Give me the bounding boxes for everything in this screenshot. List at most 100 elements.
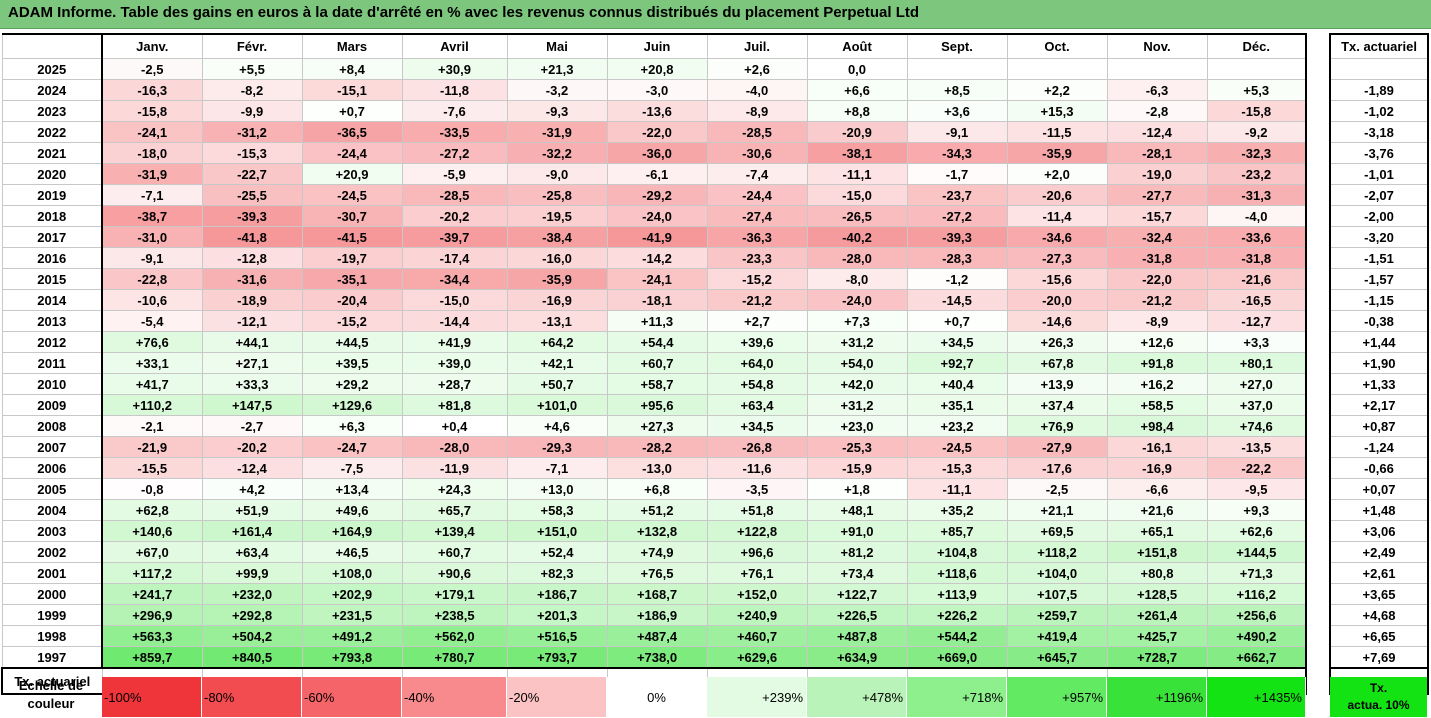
gain-cell: +35,1 bbox=[906, 394, 1008, 416]
gain-cell: -35,9 bbox=[506, 268, 608, 290]
gain-cell: -11,1 bbox=[906, 478, 1008, 500]
color-scale: -100% -80% -60% -40% -20% 0% +239% +478% +718% +9… bbox=[102, 677, 1306, 717]
actuarial-rate-cell: -2,00 bbox=[1329, 205, 1429, 227]
actuarial-rate-cell: +2,49 bbox=[1329, 541, 1429, 563]
year-cell: 1999 bbox=[1, 604, 103, 626]
gain-cell: +54,8 bbox=[706, 373, 808, 395]
gain-cell: +118,6 bbox=[906, 562, 1008, 584]
gains-table: Janv. Févr. Mars Avril Mai Juin Juil. Août Sept.… bbox=[1, 33, 1307, 695]
year-cell: 2016 bbox=[1, 247, 103, 269]
gain-cell: -6,1 bbox=[606, 163, 708, 185]
gain-cell: -16,9 bbox=[506, 289, 608, 311]
table-row: 1998 +563,3 +504,2 +491,2 +562,0 +516,5 +487,4… bbox=[1, 625, 1307, 647]
gain-cell: +122,8 bbox=[706, 520, 808, 542]
year-cell: 2007 bbox=[1, 436, 103, 458]
actuarial-row: +3,65 bbox=[1329, 583, 1429, 605]
gain-cell: +144,5 bbox=[1206, 541, 1307, 563]
color-scale-step: +239% bbox=[707, 677, 807, 717]
gain-cell: -41,5 bbox=[301, 226, 403, 248]
actuarial-header: Tx. actuariel bbox=[1329, 33, 1429, 59]
gain-cell: +23,2 bbox=[906, 415, 1008, 437]
actuarial-rate-cell: +0,87 bbox=[1329, 415, 1429, 437]
gain-cell: -13,5 bbox=[1206, 436, 1307, 458]
gain-cell: -9,0 bbox=[506, 163, 608, 185]
color-scale-step: -60% bbox=[302, 677, 402, 717]
gain-cell: +563,3 bbox=[101, 625, 203, 647]
actuarial-row: +2,17 bbox=[1329, 394, 1429, 416]
actuarial-row bbox=[1329, 58, 1429, 80]
gain-cell: -9,5 bbox=[1206, 478, 1307, 500]
gain-cell: -18,0 bbox=[101, 142, 203, 164]
gain-cell: +296,9 bbox=[101, 604, 203, 626]
gain-cell: -3,2 bbox=[506, 79, 608, 101]
gain-cell: +4,6 bbox=[506, 415, 608, 437]
gain-cell: -24,5 bbox=[301, 184, 403, 206]
month-header: Janv. bbox=[101, 33, 203, 59]
gain-cell: -19,5 bbox=[506, 205, 608, 227]
gain-cell: -7,6 bbox=[401, 100, 508, 122]
gain-cell: -9,3 bbox=[506, 100, 608, 122]
gain-cell: +69,5 bbox=[1006, 520, 1108, 542]
year-cell: 2000 bbox=[1, 583, 103, 605]
actuarial-rate-cell: -1,89 bbox=[1329, 79, 1429, 101]
gain-cell: +76,5 bbox=[606, 562, 708, 584]
gain-cell: -22,2 bbox=[1206, 457, 1307, 479]
gain-cell: -20,9 bbox=[806, 121, 908, 143]
actuarial-rate-cell: +3,06 bbox=[1329, 520, 1429, 542]
gain-cell: -13,1 bbox=[506, 310, 608, 332]
footer-label: Tx. actuariel bbox=[1, 667, 103, 695]
gain-cell: +104,0 bbox=[1006, 562, 1108, 584]
gain-cell: -35,1 bbox=[301, 268, 403, 290]
gain-cell: -33,6 bbox=[1206, 226, 1307, 248]
gain-cell: +168,7 bbox=[606, 583, 708, 605]
actuarial-rate-cell: -3,20 bbox=[1329, 226, 1429, 248]
gain-cell: +629,6 bbox=[706, 646, 808, 669]
gain-cell: -3,5 bbox=[706, 478, 808, 500]
gain-cell: -16,1 bbox=[1106, 436, 1208, 458]
gain-cell: -2,5 bbox=[1006, 478, 1108, 500]
gain-cell: +80,1 bbox=[1206, 352, 1307, 374]
color-scale-actuarial: Tx. actua. 10% bbox=[1330, 677, 1427, 717]
color-scale-step: -100% bbox=[102, 677, 202, 717]
color-scale-step: -40% bbox=[402, 677, 507, 717]
gain-cell: -12,1 bbox=[201, 310, 303, 332]
gain-cell: -27,7 bbox=[1106, 184, 1208, 206]
gain-cell: -38,1 bbox=[806, 142, 908, 164]
gain-cell: 0,0 bbox=[806, 58, 908, 80]
gain-cell: +63,4 bbox=[201, 541, 303, 563]
gain-cell: +487,4 bbox=[606, 625, 708, 647]
actuarial-row: +7,69 bbox=[1329, 646, 1429, 669]
gain-cell: -19,0 bbox=[1106, 163, 1208, 185]
gain-cell: +65,7 bbox=[401, 499, 508, 521]
gain-cell: +240,9 bbox=[706, 604, 808, 626]
gain-cell: -15,8 bbox=[1206, 100, 1307, 122]
gain-cell: -20,4 bbox=[301, 289, 403, 311]
year-cell: 2001 bbox=[1, 562, 103, 584]
gain-cell: +256,6 bbox=[1206, 604, 1307, 626]
gain-cell: -16,0 bbox=[506, 247, 608, 269]
table-row: 2001 +117,2 +99,9 +108,0 +90,6 +82,3 +76,5 +76,… bbox=[1, 562, 1307, 584]
gain-cell: +491,2 bbox=[301, 625, 403, 647]
actuarial-row: -1,51 bbox=[1329, 247, 1429, 269]
year-cell: 2019 bbox=[1, 184, 103, 206]
gain-cell: +793,8 bbox=[301, 646, 403, 669]
actuarial-row: +0,07 bbox=[1329, 478, 1429, 500]
gain-cell: +139,4 bbox=[401, 520, 508, 542]
gain-cell: -2,5 bbox=[101, 58, 203, 80]
gain-cell: +107,5 bbox=[1006, 583, 1108, 605]
gain-cell: -31,6 bbox=[201, 268, 303, 290]
gain-cell: +6,6 bbox=[806, 79, 908, 101]
gain-cell: +39,6 bbox=[706, 331, 808, 353]
gain-cell: +12,6 bbox=[1106, 331, 1208, 353]
gain-cell: +201,3 bbox=[506, 604, 608, 626]
gain-cell: +20,9 bbox=[301, 163, 403, 185]
gain-cell: -28,2 bbox=[606, 436, 708, 458]
year-cell: 2021 bbox=[1, 142, 103, 164]
actuarial-row: +1,90 bbox=[1329, 352, 1429, 374]
gain-cell: -11,4 bbox=[1006, 205, 1108, 227]
corner-cell bbox=[1, 33, 103, 59]
actuarial-rate-cell: -1,01 bbox=[1329, 163, 1429, 185]
actuarial-rate-cell: +3,65 bbox=[1329, 583, 1429, 605]
gain-cell: -7,4 bbox=[706, 163, 808, 185]
gain-cell: -24,5 bbox=[906, 436, 1008, 458]
